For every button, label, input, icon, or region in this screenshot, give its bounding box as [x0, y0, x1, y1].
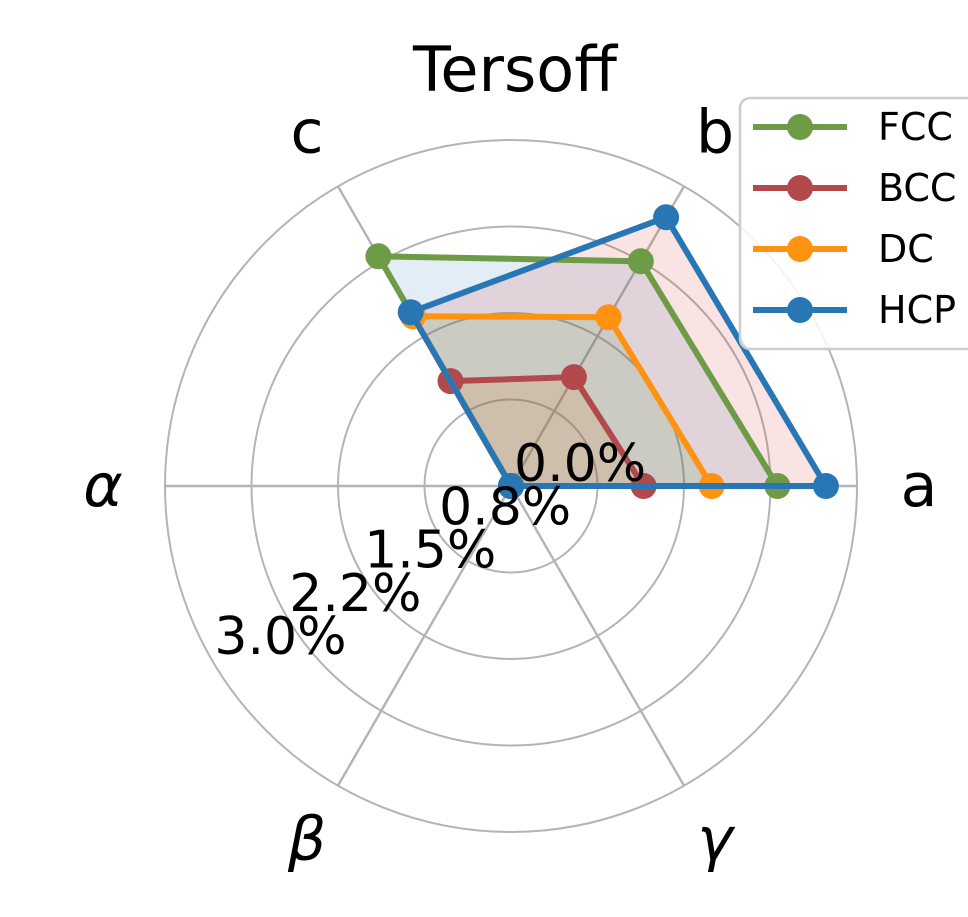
legend-label-bcc: BCC: [878, 166, 956, 210]
legend-label-dc: DC: [878, 227, 934, 271]
legend-item-hcp: HCP: [753, 288, 956, 332]
grid-spoke-b: [509, 185, 686, 487]
series-marker-fcc-c: [365, 243, 392, 270]
legend-swatch-marker: [787, 114, 813, 140]
series-marker-fcc-b: [627, 248, 654, 275]
series-fill-bcc: [450, 377, 644, 486]
series-marker-hcp-b: [653, 204, 680, 231]
series-marker-hcp-c: [397, 299, 424, 326]
legend-label-hcp: HCP: [878, 288, 956, 332]
axis-label-a: a: [901, 451, 938, 521]
r-tick-label-3: 2.2%: [289, 564, 421, 624]
series-marker-dc-b: [595, 304, 622, 331]
series-fill-hcp: [410, 217, 826, 487]
series-marker-hcp-γ: [498, 473, 524, 499]
axis-label-β: β: [287, 804, 326, 874]
grid-spoke-γ: [509, 485, 686, 787]
legend-swatch-marker: [787, 297, 813, 323]
series-marker-bcc-b: [560, 364, 587, 391]
series-marker-hcp-a: [812, 473, 839, 499]
legend-item-fcc: FCC: [753, 105, 953, 149]
series-hcp: [397, 204, 839, 499]
grid-spoke-β: [336, 485, 513, 787]
axis-label-α: α: [83, 451, 123, 521]
legend-item-bcc: BCC: [753, 166, 956, 210]
chart-title: Tersoff: [412, 33, 618, 106]
legend-label-fcc: FCC: [878, 105, 953, 149]
legend-swatch-marker: [787, 175, 813, 201]
radial-tick-labels: 0.0%0.8%1.5%2.2%3.0%: [214, 434, 646, 667]
r-tick-label-1: 0.8%: [439, 477, 571, 537]
legend-item-dc: DC: [753, 227, 934, 271]
r-tick-label-2: 1.5%: [364, 521, 496, 581]
r-tick-label-0: 0.0%: [514, 434, 646, 494]
axis-label-γ: γ: [697, 804, 736, 874]
radar-chart: 0.0%0.8%1.5%2.2%3.0% a b c α β γ Tersoff FCC B…: [83, 33, 968, 875]
legend: FCC BCC DC HCP: [738, 96, 968, 351]
legend-swatch-marker: [787, 236, 813, 262]
axis-label-c: c: [291, 98, 324, 168]
r-tick-label-4: 3.0%: [214, 607, 346, 667]
legend-box: [738, 96, 968, 351]
series-lines: [365, 204, 839, 499]
axis-labels: a b c α β γ: [83, 98, 937, 875]
radar-figure: 0.0% 0.8% 1.5% 2.2% 3.0% a b c α β γ Tersoff FCC B…: [40, 16, 968, 901]
axis-label-b: b: [696, 98, 734, 168]
